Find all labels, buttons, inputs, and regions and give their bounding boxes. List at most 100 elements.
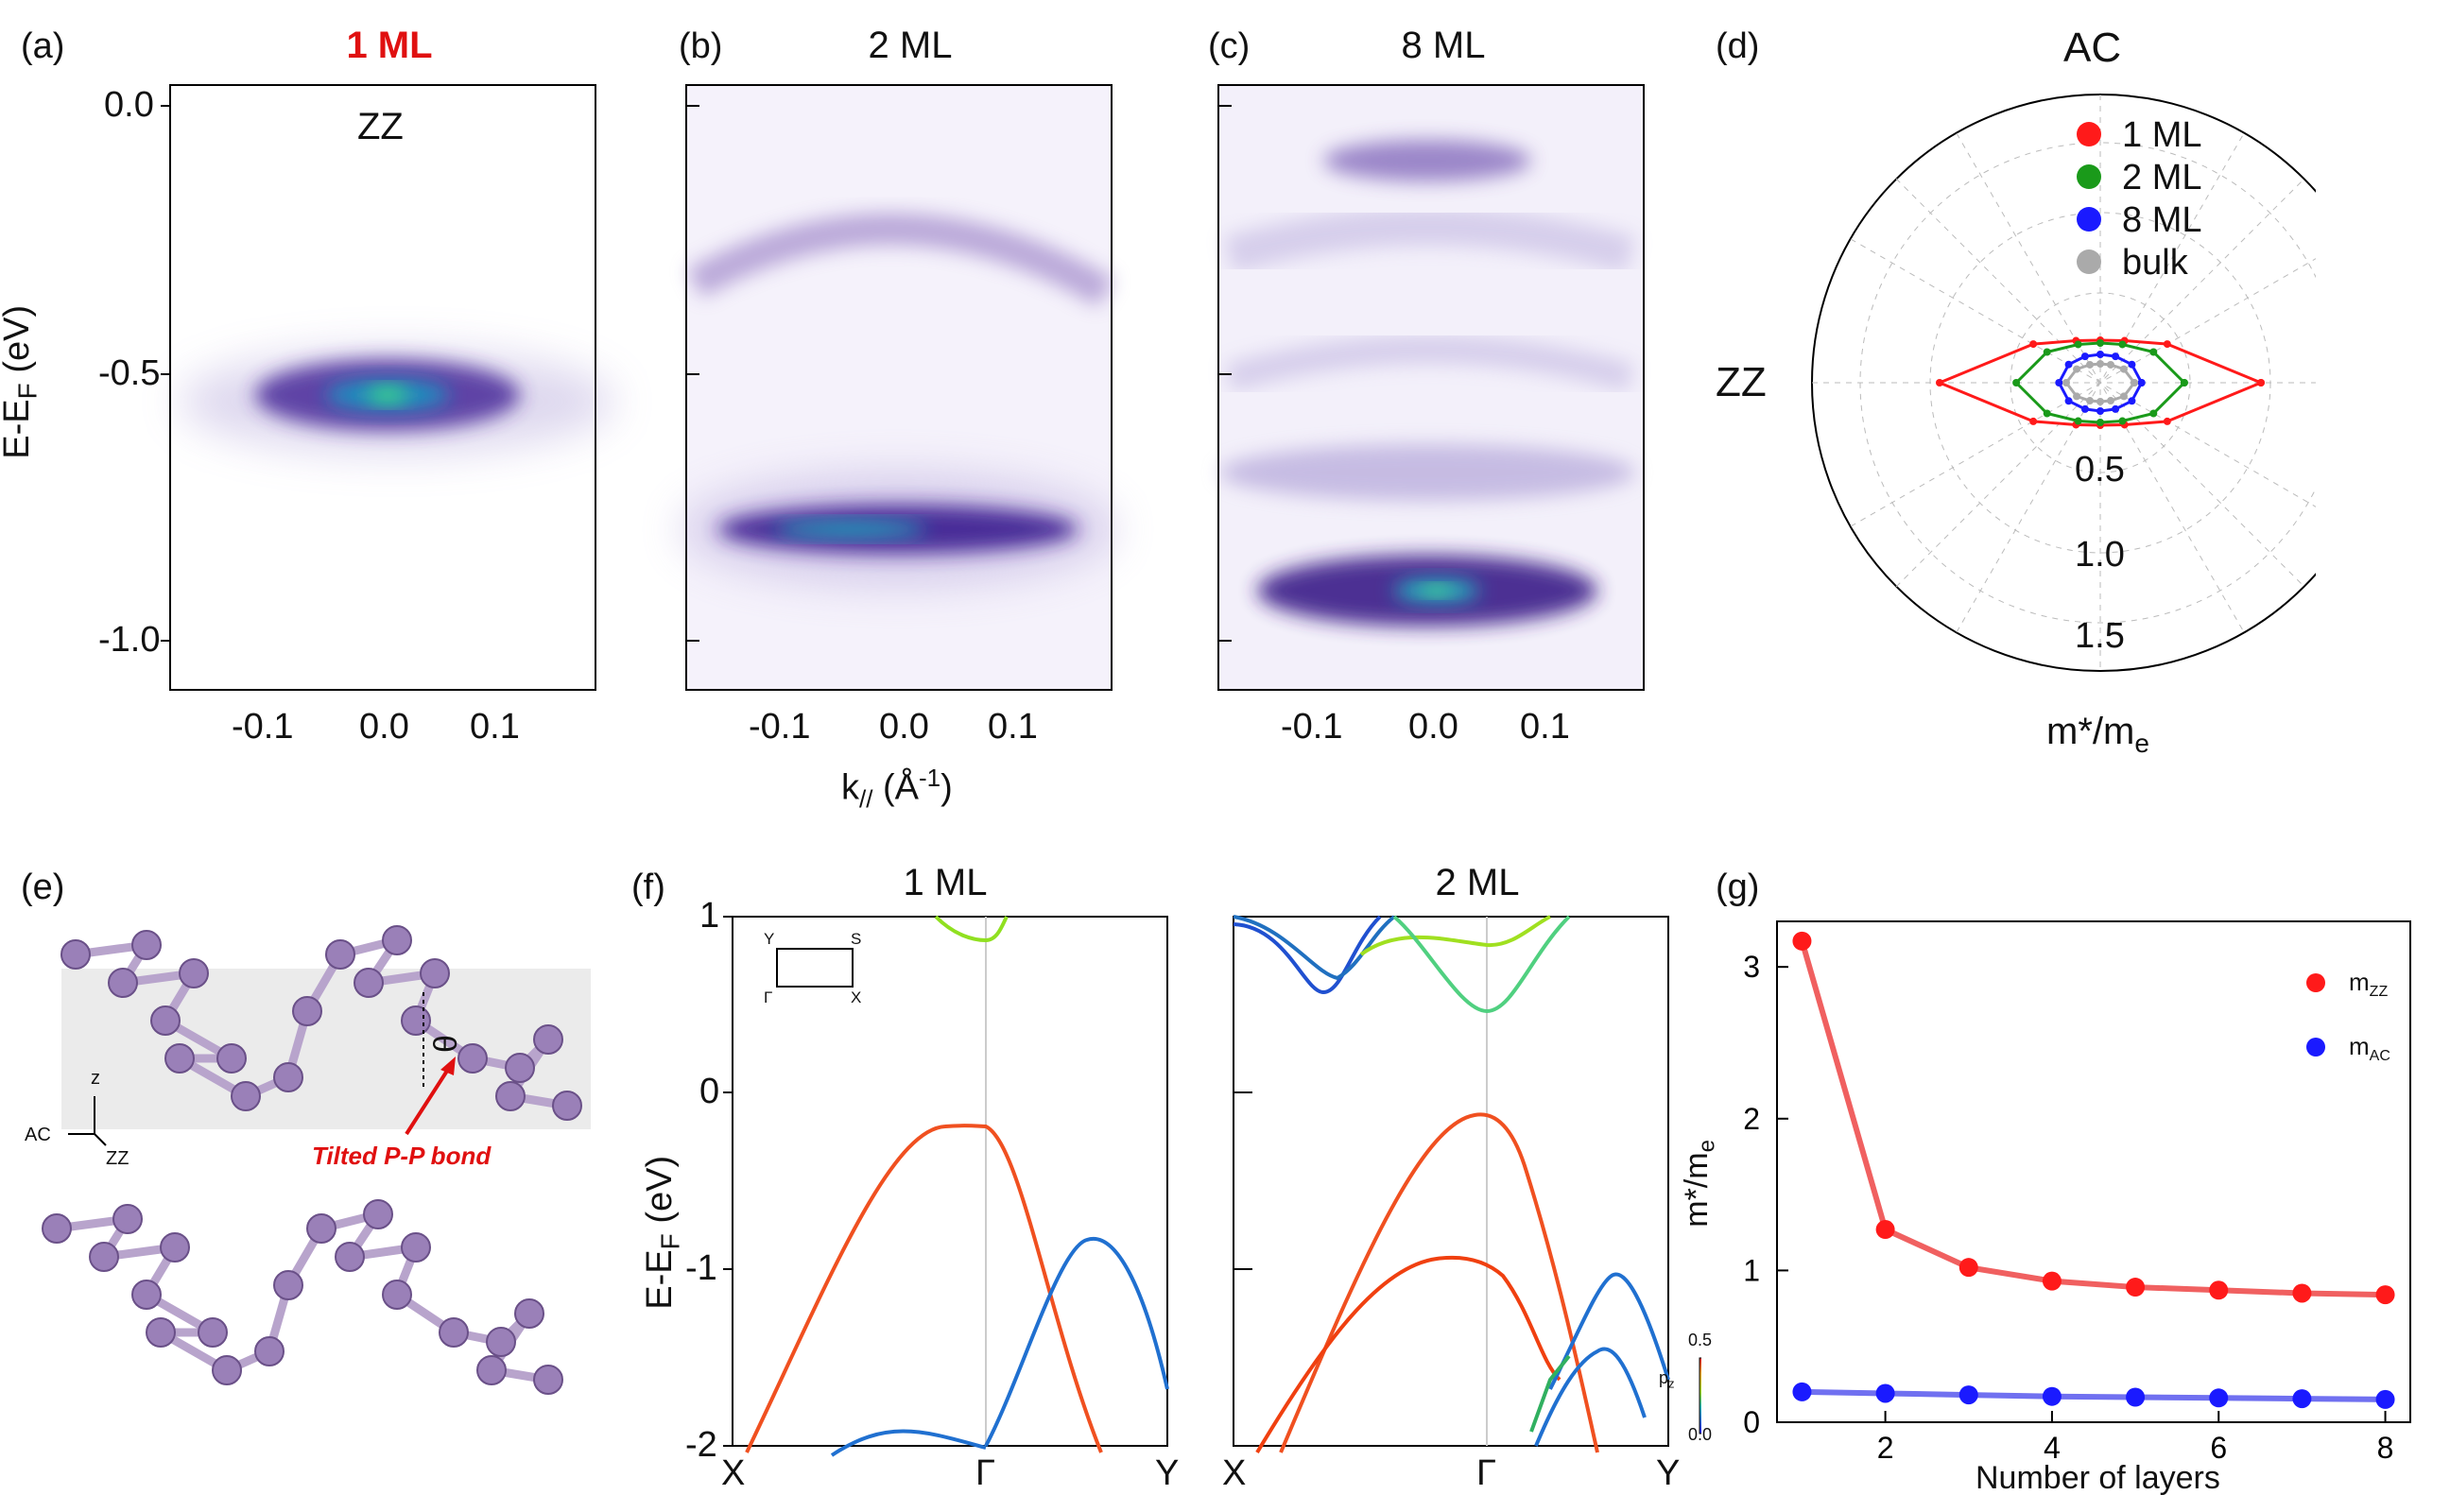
- legend-mzz: mZZ: [2349, 968, 2389, 1001]
- polar-legend-marker: [2077, 122, 2101, 146]
- phosphorus-atom: [439, 1317, 469, 1348]
- polar-legend-marker: [2077, 249, 2101, 274]
- panel-g-label: (g): [1716, 868, 1760, 907]
- polar-point: [2055, 379, 2063, 387]
- phosphorus-atom: [108, 968, 138, 998]
- panel-c-label: (c): [1208, 26, 1251, 66]
- polar-point: [2180, 379, 2188, 387]
- g-ytick-label: 1: [1743, 1253, 1760, 1287]
- panel-g-ylabel: m*/me: [1678, 1140, 1720, 1228]
- g-data-point: [2126, 1278, 2146, 1297]
- phosphorus-atom: [89, 1242, 119, 1272]
- panel-d-top-label: AC: [2063, 25, 2122, 71]
- g-data-point: [2292, 1283, 2312, 1303]
- bz-x: X: [851, 988, 862, 1006]
- polar-point: [2074, 340, 2082, 349]
- polar-point: [2096, 419, 2104, 426]
- legend-1ml: 1 ML: [2122, 115, 2202, 155]
- phosphorus-atom: [179, 958, 209, 988]
- polar-legend-marker: [2077, 207, 2101, 232]
- g-xtick-label: 8: [2377, 1431, 2394, 1465]
- polar-point: [2118, 340, 2127, 349]
- legend-mac: mAC: [2349, 1032, 2390, 1065]
- polar-point: [2064, 397, 2073, 405]
- g-data-point: [1875, 1383, 1895, 1403]
- colorbar-max: 0.5: [1688, 1331, 1713, 1349]
- polar-point: [2106, 397, 2114, 405]
- g-xtick-label: 4: [2044, 1431, 2061, 1465]
- phosphorus-atom: [160, 1232, 190, 1263]
- g-ytick-label: 3: [1743, 950, 1760, 984]
- polar-point: [2080, 404, 2089, 413]
- g-data-point: [2042, 1271, 2062, 1291]
- panel-d-label: (d): [1716, 26, 1760, 66]
- f-ytick-3: -2: [685, 1425, 717, 1465]
- g-ytick-label: 2: [1743, 1102, 1760, 1136]
- g-legend-marker: [2306, 973, 2325, 992]
- phosphorus-atom: [292, 996, 322, 1026]
- g-xtick-label: 2: [1877, 1431, 1894, 1465]
- panel-a-title: 1 ML: [346, 25, 433, 66]
- polar-point: [2086, 360, 2095, 369]
- f-xtick-r-1: Γ: [1476, 1453, 1496, 1493]
- g-data-point: [2126, 1387, 2146, 1407]
- legend-2ml: 2 ML: [2122, 158, 2202, 198]
- tilted-bond-annotation: Tilted P-P bond: [312, 1142, 492, 1170]
- phosphorus-atom: [306, 1213, 336, 1244]
- radial-tick-1: 1.0: [2075, 535, 2125, 575]
- xtick-c-1: 0.0: [1408, 707, 1458, 747]
- panel-f-title-2ml: 2 ML: [1435, 862, 1520, 903]
- phosphorus-atom: [533, 1365, 563, 1395]
- phosphorus-atom: [42, 1213, 72, 1244]
- g-legend-marker: [2306, 1038, 2325, 1057]
- f-xtick-l-0: X: [721, 1453, 746, 1493]
- polar-point: [2064, 360, 2073, 369]
- polar-point: [1936, 379, 1943, 387]
- phosphorus-atom: [533, 1024, 563, 1055]
- phosphorus-atom: [60, 939, 91, 970]
- colorbar-min: 0.0: [1688, 1425, 1713, 1444]
- arpes-panels: [161, 84, 1645, 691]
- polar-legend-marker: [2077, 164, 2101, 189]
- f-xtick-l-1: Γ: [975, 1453, 995, 1493]
- g-data-point: [2375, 1389, 2395, 1409]
- panel-a-inner-label: ZZ: [357, 106, 404, 147]
- panel-f-bands: [723, 915, 1701, 1457]
- polar-point: [2029, 340, 2038, 349]
- phosphorus-atom: [552, 1091, 582, 1121]
- panel-f-title-1ml: 1 ML: [903, 862, 988, 903]
- g-frame: [1776, 920, 2411, 1423]
- f-xtick-l-2: Y: [1155, 1453, 1180, 1493]
- panel-b-title: 2 ML: [868, 25, 953, 66]
- axis-ac: AC: [25, 1125, 51, 1145]
- polar-point: [2119, 392, 2128, 401]
- polar-point: [2074, 417, 2082, 425]
- xtick-a-0: -0.1: [232, 707, 294, 747]
- panel-d-left-label: ZZ: [1716, 359, 1767, 405]
- phosphorus-atom: [231, 1081, 261, 1111]
- phosphorus-atom: [325, 939, 355, 970]
- g-data-point: [2375, 1285, 2395, 1305]
- f-xtick-r-0: X: [1222, 1453, 1247, 1493]
- ytick-a-2: -1.0: [98, 620, 161, 660]
- g-ytick-label: 0: [1743, 1405, 1760, 1439]
- polar-point: [2128, 360, 2136, 369]
- g-data-point: [2209, 1280, 2229, 1300]
- polar-point: [2096, 360, 2104, 368]
- phosphorus-atom: [420, 958, 450, 988]
- xtick-b-0: -0.1: [749, 707, 811, 747]
- polar-point: [2096, 339, 2104, 347]
- polar-point: [2096, 407, 2104, 415]
- f-ytick-2: -1: [685, 1248, 717, 1288]
- g-xtick-label: 6: [2210, 1431, 2227, 1465]
- legend-8ml: 8 ML: [2122, 200, 2202, 240]
- xtick-c-0: -0.1: [1281, 707, 1343, 747]
- phosphorus-atom: [382, 925, 412, 955]
- f-xtick-r-2: Y: [1656, 1453, 1681, 1493]
- phosphorus-atom: [164, 1043, 195, 1074]
- polar-point: [2062, 379, 2070, 387]
- phosphorus-atom: [212, 1355, 242, 1385]
- polar-point: [2137, 379, 2146, 387]
- g-data-point: [2292, 1389, 2312, 1409]
